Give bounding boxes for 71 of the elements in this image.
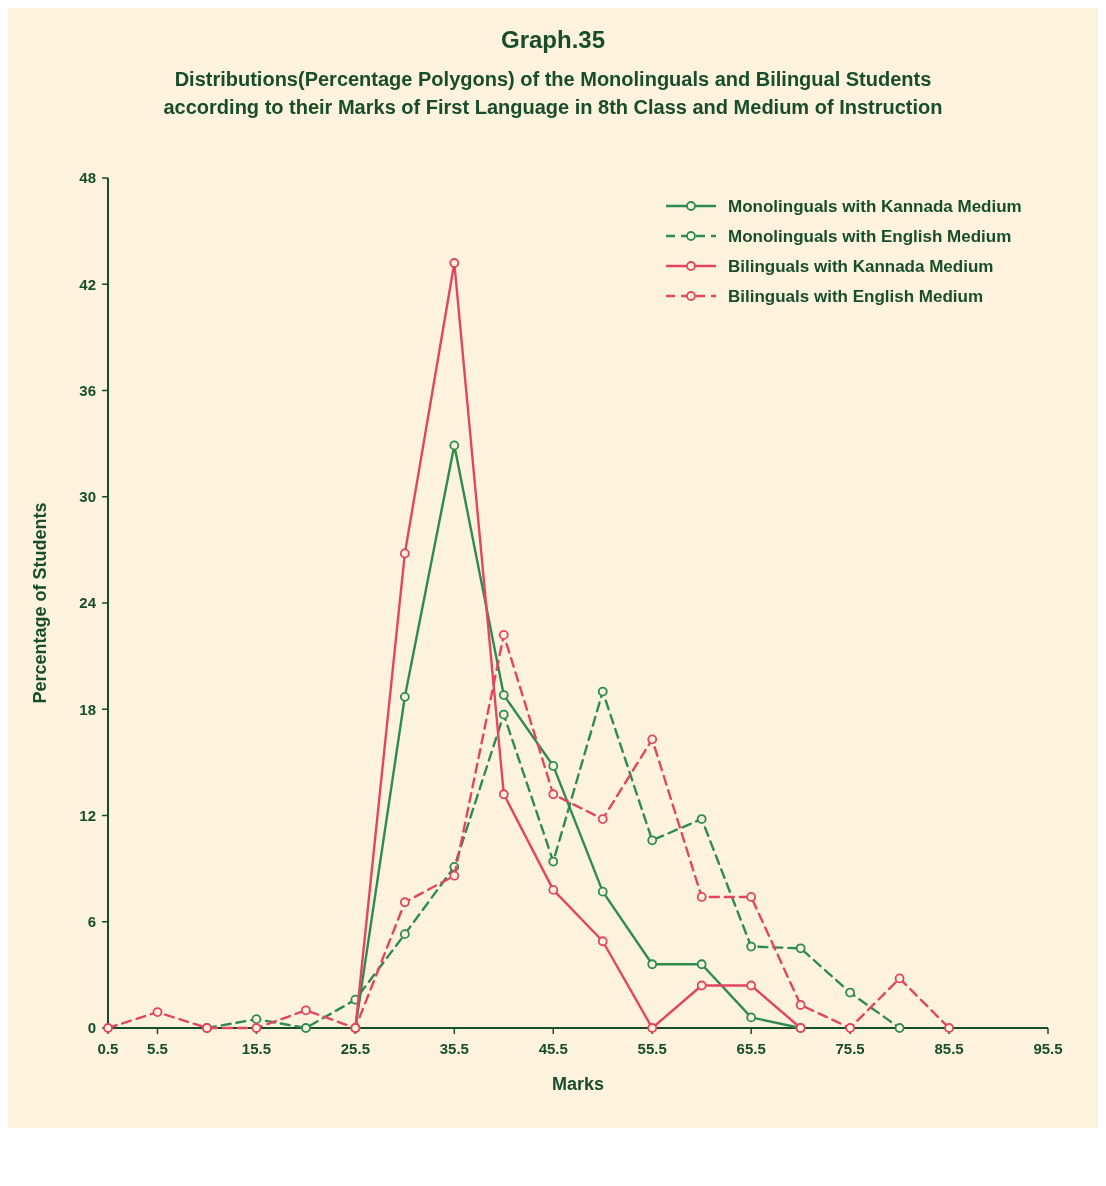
x-tick-label: 45.5 [538, 1040, 568, 1057]
point [647, 734, 658, 745]
y-tick-label: 0 [87, 1019, 96, 1037]
point [399, 548, 410, 559]
point [301, 1023, 311, 1033]
chart-subtitle: Distributions(Percentage Polygons) of the Monolinguals and Bilingual Students according to their Marks of First Language in 8th Class and Medium of Instruction [163, 68, 943, 118]
point [845, 1023, 856, 1033]
x-tick-label: 15.5 [241, 1040, 272, 1057]
point [548, 884, 559, 895]
point [696, 814, 707, 824]
x-axis-title: Marks [551, 1074, 605, 1094]
y-tick-label: 36 [79, 381, 96, 399]
point [597, 814, 608, 824]
x-tick-label: 95.5 [1033, 1040, 1063, 1057]
point [597, 686, 608, 697]
point [152, 1007, 163, 1017]
y-tick-label: 6 [87, 913, 96, 930]
point [498, 629, 509, 640]
point [894, 1023, 905, 1033]
y-tick-label: 12 [79, 806, 96, 824]
point [498, 789, 509, 800]
point [399, 929, 410, 940]
point [251, 1023, 262, 1033]
x-tick-label: 65.5 [736, 1040, 766, 1057]
legend-label: Bilinguals with Kannada Medium [728, 256, 994, 276]
point [449, 440, 460, 451]
y-tick-label: 18 [79, 700, 96, 718]
y-tick-label: 48 [79, 169, 96, 187]
point [647, 1023, 658, 1033]
point [795, 1000, 806, 1010]
y-tick-label: 24 [79, 594, 97, 612]
point [597, 886, 608, 897]
point [251, 1014, 262, 1025]
point [845, 987, 856, 998]
point [696, 980, 707, 991]
point [399, 897, 410, 908]
point [944, 1023, 954, 1033]
point [399, 691, 410, 702]
legend-label: Monolinguals with Kannada Medium [728, 196, 1022, 216]
y-axis-title: Percentage of Students [30, 502, 50, 704]
point [301, 1005, 311, 1016]
legend-label: Bilinguals with English Medium [728, 286, 984, 306]
y-tick-label: 42 [79, 275, 96, 293]
point [746, 1012, 757, 1023]
point [498, 690, 509, 700]
point [696, 959, 707, 970]
point [894, 973, 905, 984]
x-tick-label: 75.5 [835, 1040, 865, 1057]
y-tick-label: 30 [79, 488, 96, 505]
x-tick-label: 85.5 [934, 1040, 964, 1057]
point [498, 709, 509, 720]
point [548, 856, 559, 867]
point [647, 959, 658, 970]
x-tick-label: 55.5 [637, 1040, 667, 1057]
point [449, 870, 460, 881]
point [597, 936, 608, 947]
point [696, 892, 707, 902]
point [746, 892, 757, 902]
x-tick-label: 25.5 [340, 1040, 370, 1057]
point [795, 943, 806, 954]
chart-title: Graph.35 [500, 26, 606, 53]
legend-label: Monolinguals with English Medium [728, 226, 1012, 246]
point [449, 258, 460, 268]
point [746, 980, 757, 991]
point [548, 761, 559, 771]
x-tick-label: 0.5 [97, 1040, 119, 1057]
point [746, 941, 757, 952]
x-tick-label: 35.5 [439, 1040, 469, 1057]
x-tick-label: 5.5 [147, 1040, 168, 1057]
point [647, 835, 658, 846]
point [548, 789, 559, 800]
